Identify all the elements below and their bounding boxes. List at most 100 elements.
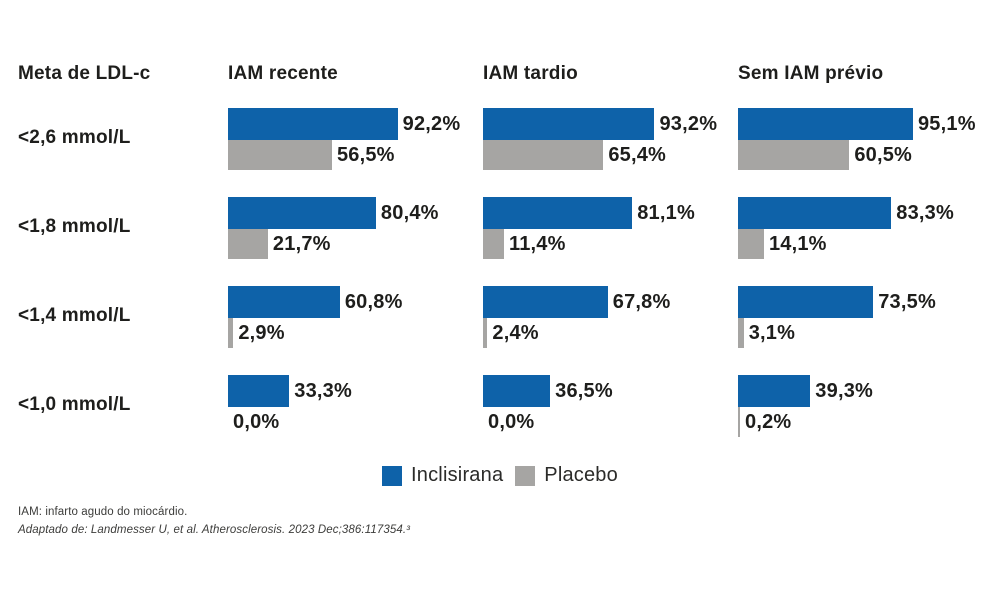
placebo-bar <box>228 140 332 170</box>
placebo-bar <box>738 229 764 259</box>
placebo-value-label: 2,9% <box>238 322 285 344</box>
inclisirana-value-label: 80,4% <box>380 202 439 224</box>
bar-group: 33,3% 0,0% <box>228 375 483 437</box>
bar-group: 73,5% 3,1% <box>738 286 993 348</box>
placebo-swatch-icon <box>515 465 536 486</box>
inclisirana-value-label: 33,3% <box>294 380 352 402</box>
row-label: <1,4 mmol/L <box>18 305 131 326</box>
corner-header: Meta de LDL-c <box>18 63 151 84</box>
inclisirana-value-label: 93,2% <box>659 113 718 135</box>
inclisirana-bar <box>738 197 892 229</box>
inclisirana-swatch-icon <box>382 465 403 486</box>
target-row: <1,0 mmol/L 33,3% 0,0% 36,5% 0,0% 39,3% 0,2% <box>18 375 1000 437</box>
placebo-value-label: 0,2% <box>745 411 792 433</box>
legend-label: Placebo <box>544 464 618 486</box>
column-header-sem-iam-previo: Sem IAM prévio <box>738 63 884 84</box>
target-row: <2,6 mmol/L 92,2% 56,5% 93,2% 65,4% 95,1% 60,5… <box>18 108 1000 170</box>
inclisirana-value-label: 81,1% <box>637 202 695 224</box>
legend-label: Inclisirana <box>411 464 504 486</box>
placebo-value-label: 0,0% <box>233 411 280 433</box>
placebo-bar-row: 21,7% <box>228 229 483 259</box>
bar-group: 92,2% 56,5% <box>228 108 483 170</box>
placebo-value-label: 2,4% <box>492 322 539 344</box>
inclisirana-value-label: 95,1% <box>917 113 976 135</box>
inclisirana-value-label: 92,2% <box>402 113 461 135</box>
bar-group: 93,2% 65,4% <box>483 108 738 170</box>
inclisirana-bar-row: 39,3% <box>738 375 993 407</box>
inclisirana-bar <box>483 108 655 140</box>
infographic: Meta de LDL-c IAM recente IAM tardio Sem… <box>18 62 1000 539</box>
row-label: <1,0 mmol/L <box>18 394 131 415</box>
inclisirana-bar-row: 95,1% <box>738 108 993 140</box>
placebo-value-label: 11,4% <box>508 233 566 255</box>
placebo-bar-row: 14,1% <box>738 229 993 259</box>
legend: Inclisirana Placebo <box>18 464 982 487</box>
bar-chart-body: <2,6 mmol/L 92,2% 56,5% 93,2% 65,4% 95,1% 60,5… <box>18 108 1000 437</box>
placebo-bar-row: 0,0% <box>228 407 483 437</box>
inclisirana-bar-row: 73,5% <box>738 286 993 318</box>
target-row: <1,8 mmol/L 80,4% 21,7% 81,1% 11,4% 83,3% 14,1… <box>18 197 1000 259</box>
legend-item-inclisirana: Inclisirana <box>382 464 503 487</box>
placebo-bar <box>738 140 850 170</box>
placebo-value-label: 14,1% <box>768 233 827 255</box>
inclisirana-bar-row: 80,4% <box>228 197 483 229</box>
placebo-bar-row: 0,2% <box>738 407 993 437</box>
inclisirana-bar <box>228 108 398 140</box>
inclisirana-bar-row: 67,8% <box>483 286 738 318</box>
inclisirana-bar-row: 36,5% <box>483 375 738 407</box>
bar-group: 60,8% 2,9% <box>228 286 483 348</box>
inclisirana-bar-row: 33,3% <box>228 375 483 407</box>
inclisirana-value-label: 36,5% <box>555 380 613 402</box>
placebo-bar <box>483 318 488 348</box>
inclisirana-bar <box>483 286 608 318</box>
header-row: Meta de LDL-c IAM recente IAM tardio Sem… <box>18 62 1000 85</box>
bar-group: 36,5% 0,0% <box>483 375 738 437</box>
placebo-value-label: 21,7% <box>272 233 331 255</box>
inclisirana-bar <box>228 286 340 318</box>
placebo-value-label: 56,5% <box>336 144 395 166</box>
placebo-bar <box>738 407 740 437</box>
placebo-value-label: 60,5% <box>854 144 913 166</box>
inclisirana-value-label: 67,8% <box>612 291 671 313</box>
inclisirana-bar <box>228 197 376 229</box>
inclisirana-bar <box>738 375 811 407</box>
bar-group: 95,1% 60,5% <box>738 108 993 170</box>
placebo-bar-row: 60,5% <box>738 140 993 170</box>
inclisirana-bar <box>738 286 874 318</box>
inclisirana-bar-row: 81,1% <box>483 197 738 229</box>
placebo-value-label: 3,1% <box>748 322 796 344</box>
placebo-bar <box>483 229 504 259</box>
inclisirana-bar-row: 92,2% <box>228 108 483 140</box>
inclisirana-bar-row: 60,8% <box>228 286 483 318</box>
inclisirana-value-label: 73,5% <box>878 291 936 313</box>
placebo-value-label: 0,0% <box>488 411 535 433</box>
inclisirana-value-label: 83,3% <box>896 202 954 224</box>
column-header-iam-tardio: IAM tardio <box>483 63 578 84</box>
inclisirana-value-label: 39,3% <box>815 380 874 402</box>
footnotes: IAM: infarto agudo do miocárdio. Adaptad… <box>18 503 1000 539</box>
bar-group: 67,8% 2,4% <box>483 286 738 348</box>
placebo-bar-row: 11,4% <box>483 229 738 259</box>
bar-group: 83,3% 14,1% <box>738 197 993 259</box>
legend-item-placebo: Placebo <box>515 464 618 487</box>
placebo-bar <box>738 318 744 348</box>
placebo-bar-row: 2,9% <box>228 318 483 348</box>
target-row: <1,4 mmol/L 60,8% 2,9% 67,8% 2,4% 73,5% 3,1% <box>18 286 1000 348</box>
footnote-source: Adaptado de: Landmesser U, et al. Athero… <box>18 524 411 536</box>
placebo-bar-row: 2,4% <box>483 318 738 348</box>
bar-group: 81,1% 11,4% <box>483 197 738 259</box>
inclisirana-bar <box>483 197 633 229</box>
placebo-value-label: 65,4% <box>608 144 667 166</box>
placebo-bar-row: 3,1% <box>738 318 993 348</box>
inclisirana-bar-row: 83,3% <box>738 197 993 229</box>
bar-group: 39,3% 0,2% <box>738 375 993 437</box>
placebo-bar-row: 65,4% <box>483 140 738 170</box>
placebo-bar-row: 56,5% <box>228 140 483 170</box>
placebo-bar-row: 0,0% <box>483 407 738 437</box>
placebo-bar <box>228 318 234 348</box>
bar-group: 80,4% 21,7% <box>228 197 483 259</box>
inclisirana-bar-row: 93,2% <box>483 108 738 140</box>
inclisirana-bar <box>738 108 913 140</box>
row-label: <2,6 mmol/L <box>18 127 131 148</box>
footnote-abbreviation: IAM: infarto agudo do miocárdio. <box>18 506 188 518</box>
